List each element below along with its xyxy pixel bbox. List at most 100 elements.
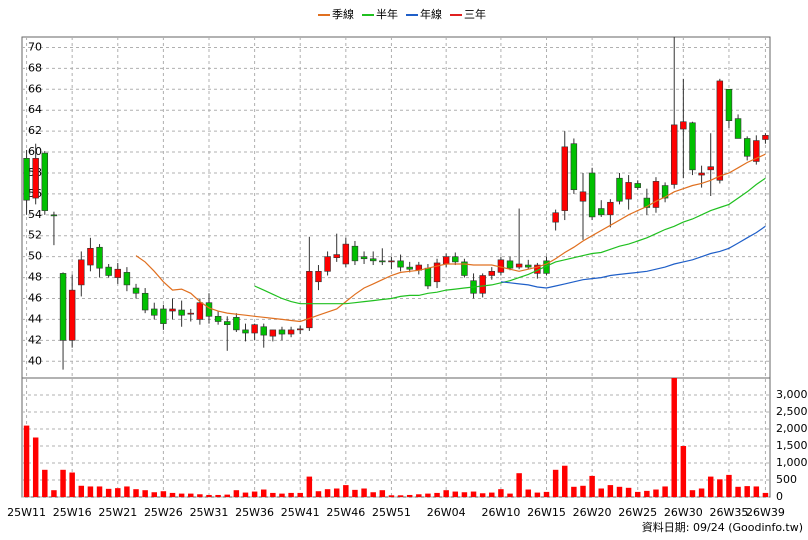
volume-bar — [105, 488, 112, 497]
volume-tick-label: 2,500 — [776, 405, 808, 418]
candle-body — [132, 287, 140, 294]
candle-body — [753, 140, 760, 162]
volume-tick-label: 2,000 — [776, 422, 808, 435]
candle-body — [452, 256, 459, 263]
candle-body — [743, 138, 751, 157]
candle-body — [515, 263, 523, 268]
volume-bar — [370, 492, 376, 497]
candle-body — [87, 247, 94, 266]
volume-bar — [470, 491, 477, 497]
volume-bar — [698, 488, 705, 497]
volume-bar — [680, 446, 687, 497]
candle-body — [433, 262, 441, 283]
y-tick-label: 46 — [28, 292, 42, 305]
candle-body — [552, 212, 559, 223]
volume-bar — [607, 485, 614, 497]
ma-line — [254, 177, 766, 305]
volume-bar — [78, 485, 85, 497]
candle-body — [41, 152, 49, 211]
candle-body — [242, 329, 249, 334]
candle-body — [278, 329, 286, 335]
volume-bar — [489, 492, 495, 497]
x-tick-label: 25W46 — [326, 506, 365, 519]
volume-tick-label: 500 — [776, 473, 797, 486]
candle-body — [50, 214, 58, 217]
volume-bar — [169, 492, 176, 497]
candle-body — [160, 308, 167, 324]
volume-bar — [260, 489, 267, 497]
volume-bar — [115, 488, 121, 497]
candle-body — [68, 289, 76, 341]
candle-body — [506, 260, 514, 269]
candle-body — [169, 308, 176, 312]
x-tick-label: 26W39 — [746, 506, 785, 519]
source: 資料日期: 09/24 (Goodinfo.tw) — [642, 520, 803, 534]
volume-bar — [516, 473, 522, 497]
y-tick-label: 42 — [28, 333, 42, 346]
candle-body — [689, 122, 696, 171]
volume-bar — [160, 491, 167, 497]
volume-bar — [671, 378, 677, 497]
volume-bar — [644, 490, 650, 497]
volume-bar — [233, 490, 240, 497]
legend-label: 三年 — [464, 7, 486, 21]
legend-label: 年線 — [420, 7, 442, 21]
candle-body — [123, 272, 131, 286]
y-tick-label: 64 — [28, 103, 42, 116]
candle-body — [306, 271, 313, 329]
candle-body — [196, 302, 204, 320]
candle-body — [224, 321, 231, 325]
x-tick-label: 25W11 — [7, 506, 46, 519]
x-tick-label: 26W10 — [481, 506, 520, 519]
candle-body — [598, 208, 605, 216]
volume-bar — [60, 469, 66, 497]
x-tick-label: 25W26 — [144, 506, 183, 519]
volume-bar — [735, 486, 741, 497]
candle-body — [661, 185, 669, 199]
volume-bar — [662, 486, 668, 497]
volume-bar — [653, 489, 659, 497]
volume-bar — [178, 493, 185, 497]
y-tick-label: 44 — [28, 312, 42, 325]
x-tick-label: 26W20 — [573, 506, 612, 519]
candle-body — [442, 256, 450, 265]
volume-bar — [443, 490, 449, 497]
volume-bar — [589, 475, 595, 497]
candle-body — [342, 243, 350, 265]
x-tick-label: 26W30 — [664, 506, 703, 519]
plot-frame — [21, 36, 771, 498]
candle-body — [151, 308, 158, 316]
volume-bar — [616, 486, 623, 497]
candle-body — [607, 201, 614, 216]
candle-body — [269, 329, 277, 337]
candle-body — [579, 191, 587, 202]
ma-line — [500, 225, 766, 289]
volume-bar — [288, 492, 294, 497]
volume-bar — [270, 492, 276, 497]
candle-body — [488, 271, 495, 276]
volume-bar — [133, 489, 139, 497]
volume-bar — [306, 476, 313, 497]
volume-bar — [434, 492, 440, 497]
volume-bar — [461, 492, 468, 497]
y-tick-label: 70 — [28, 40, 42, 53]
volume-bar — [23, 425, 30, 497]
candle-body — [698, 172, 705, 176]
x-tick-label: 25W36 — [235, 506, 274, 519]
volume-bar — [42, 469, 48, 497]
volume-tick-label: 1,500 — [776, 439, 808, 452]
candle-body — [716, 80, 724, 181]
candle-body — [707, 166, 714, 171]
volume-bar — [32, 437, 39, 497]
y-tick-label: 62 — [28, 124, 42, 137]
volume-bar — [361, 488, 367, 497]
candle-body — [59, 273, 67, 341]
candle-body — [634, 183, 641, 188]
volume-bar — [124, 486, 130, 497]
volume-bar — [206, 494, 212, 497]
volume-bar — [51, 490, 57, 497]
candle-body — [525, 264, 532, 268]
volume-bar — [726, 474, 732, 497]
x-tick-label: 25W21 — [98, 506, 137, 519]
volume-bar — [498, 489, 504, 497]
